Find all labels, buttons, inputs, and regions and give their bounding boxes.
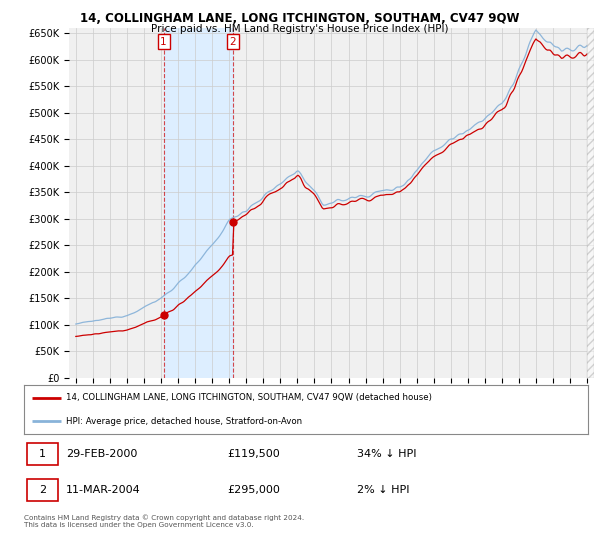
Text: Contains HM Land Registry data © Crown copyright and database right 2024.
This d: Contains HM Land Registry data © Crown c… bbox=[24, 514, 304, 528]
Text: HPI: Average price, detached house, Stratford-on-Avon: HPI: Average price, detached house, Stra… bbox=[66, 417, 302, 426]
Text: 1: 1 bbox=[160, 37, 167, 46]
Text: 2% ↓ HPI: 2% ↓ HPI bbox=[357, 484, 409, 494]
Text: £119,500: £119,500 bbox=[227, 449, 280, 459]
Text: 14, COLLINGHAM LANE, LONG ITCHINGTON, SOUTHAM, CV47 9QW: 14, COLLINGHAM LANE, LONG ITCHINGTON, SO… bbox=[80, 12, 520, 25]
FancyBboxPatch shape bbox=[27, 442, 58, 465]
Text: £295,000: £295,000 bbox=[227, 484, 280, 494]
Text: 34% ↓ HPI: 34% ↓ HPI bbox=[357, 449, 416, 459]
Text: 29-FEB-2000: 29-FEB-2000 bbox=[66, 449, 137, 459]
Text: 2: 2 bbox=[229, 37, 236, 46]
FancyBboxPatch shape bbox=[27, 478, 58, 501]
Text: Price paid vs. HM Land Registry's House Price Index (HPI): Price paid vs. HM Land Registry's House … bbox=[151, 24, 449, 34]
Text: 11-MAR-2004: 11-MAR-2004 bbox=[66, 484, 141, 494]
Text: 1: 1 bbox=[39, 449, 46, 459]
Bar bbox=[164, 28, 233, 378]
Text: 14, COLLINGHAM LANE, LONG ITCHINGTON, SOUTHAM, CV47 9QW (detached house): 14, COLLINGHAM LANE, LONG ITCHINGTON, SO… bbox=[66, 393, 432, 402]
Text: 2: 2 bbox=[39, 484, 46, 494]
